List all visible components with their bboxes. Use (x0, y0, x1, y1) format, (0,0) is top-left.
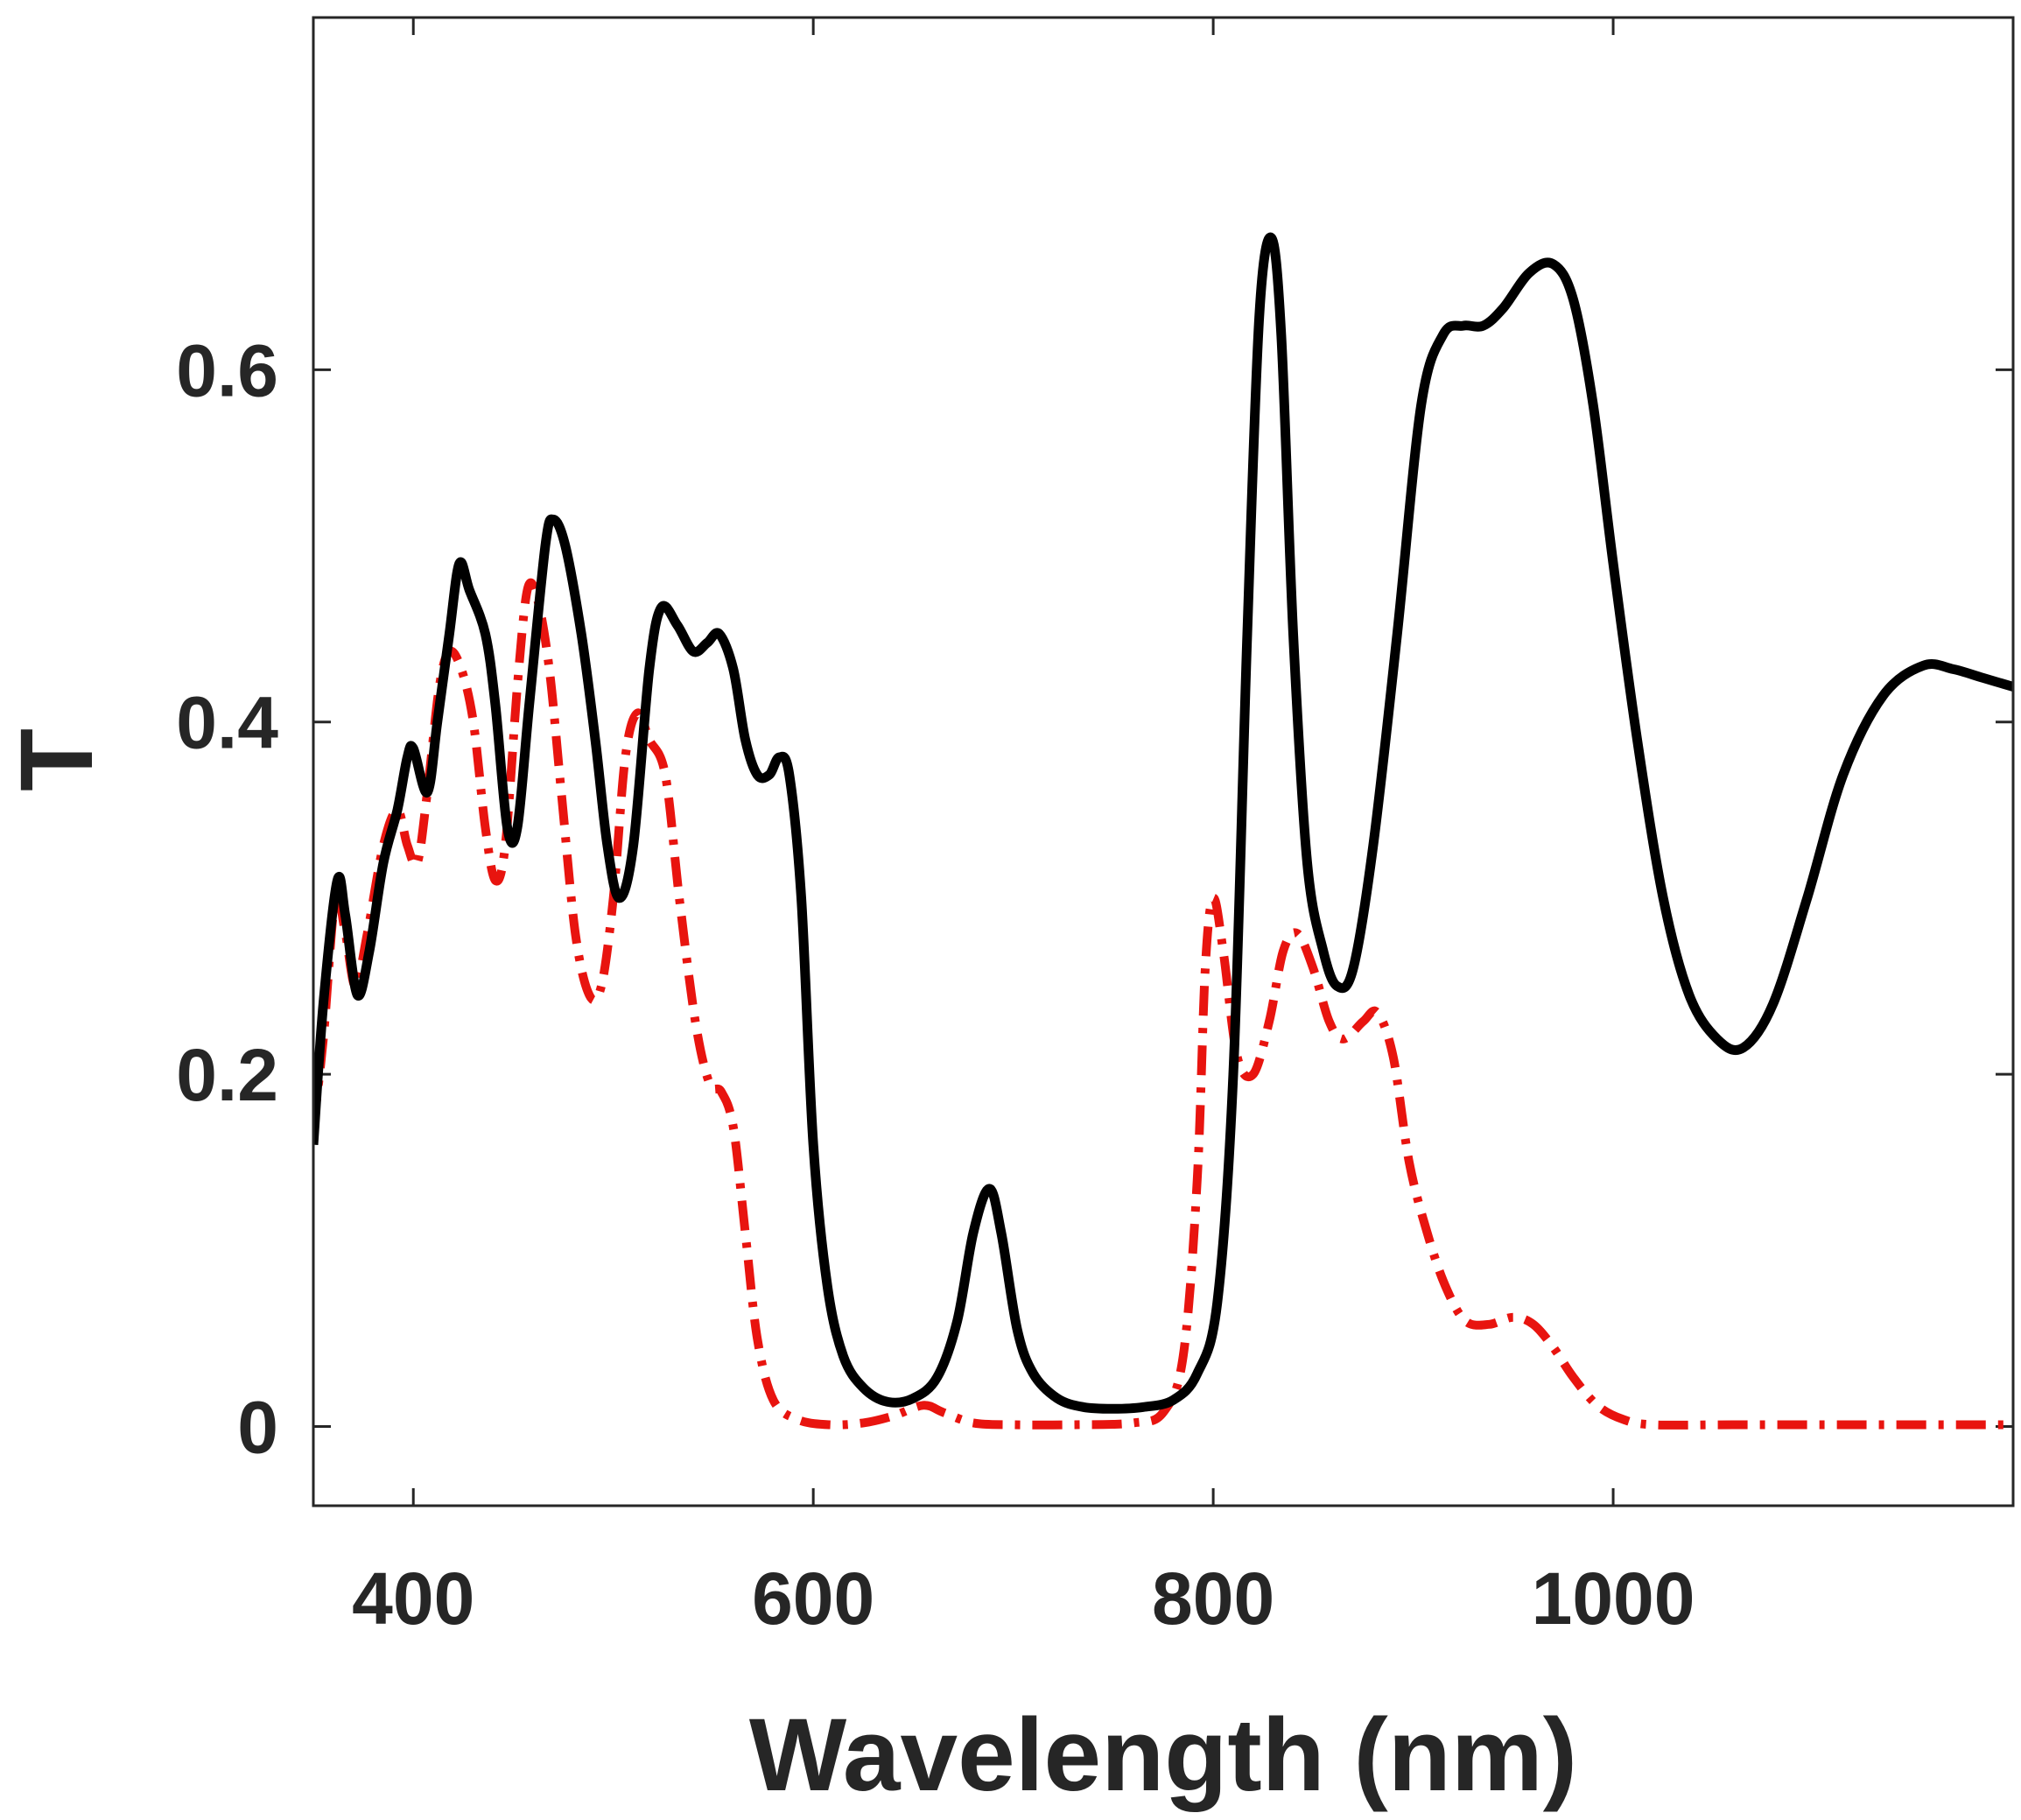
y-tick-label: 0 (237, 1386, 278, 1468)
series-line-dash-dot (313, 578, 2013, 1430)
y-tick-label: 0.2 (176, 1034, 278, 1116)
x-tick-label: 400 (352, 1557, 474, 1640)
y-tick-label: 0.6 (176, 329, 278, 411)
y-axis-label: T (0, 728, 115, 791)
series-line-solid (313, 232, 2013, 1414)
x-tick-label: 800 (1152, 1557, 1274, 1640)
x-axis-label: Wavelength (nm) (749, 1697, 1577, 1813)
x-tick-label: 1000 (1532, 1557, 1695, 1640)
y-tick-label: 0.4 (176, 682, 278, 764)
x-tick-label: 600 (752, 1557, 874, 1640)
plot-frame (312, 16, 2015, 1507)
